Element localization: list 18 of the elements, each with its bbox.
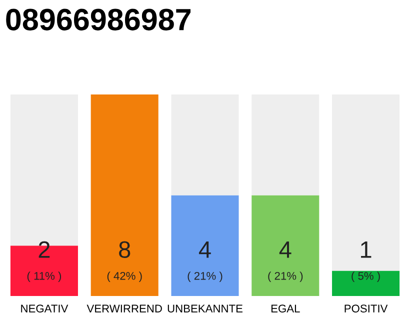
data-label: 2 ( 11% ) [27, 241, 62, 282]
bar [332, 270, 400, 296]
x-tick-label: VERWIRREND [86, 304, 162, 312]
data-label: 8 ( 42% ) [107, 241, 142, 282]
x-tick-label: NEGATIV [21, 304, 68, 312]
chart-title: 08966986987 [6, 8, 191, 30]
x-tick-label: EGAL [271, 304, 300, 312]
bar [252, 94, 320, 196]
bar [171, 195, 239, 296]
bar [171, 94, 239, 196]
x-tick-label: POSITIV [344, 304, 388, 312]
data-label: 1 ( 5% ) [352, 242, 380, 282]
data-label: 4 ( 21% ) [188, 242, 222, 282]
data-label: 4 ( 21% ) [268, 242, 303, 282]
x-tick-label: UNBEKANNTE [168, 304, 242, 312]
bar [332, 94, 400, 271]
bar [90, 94, 158, 296]
bar [252, 195, 320, 296]
